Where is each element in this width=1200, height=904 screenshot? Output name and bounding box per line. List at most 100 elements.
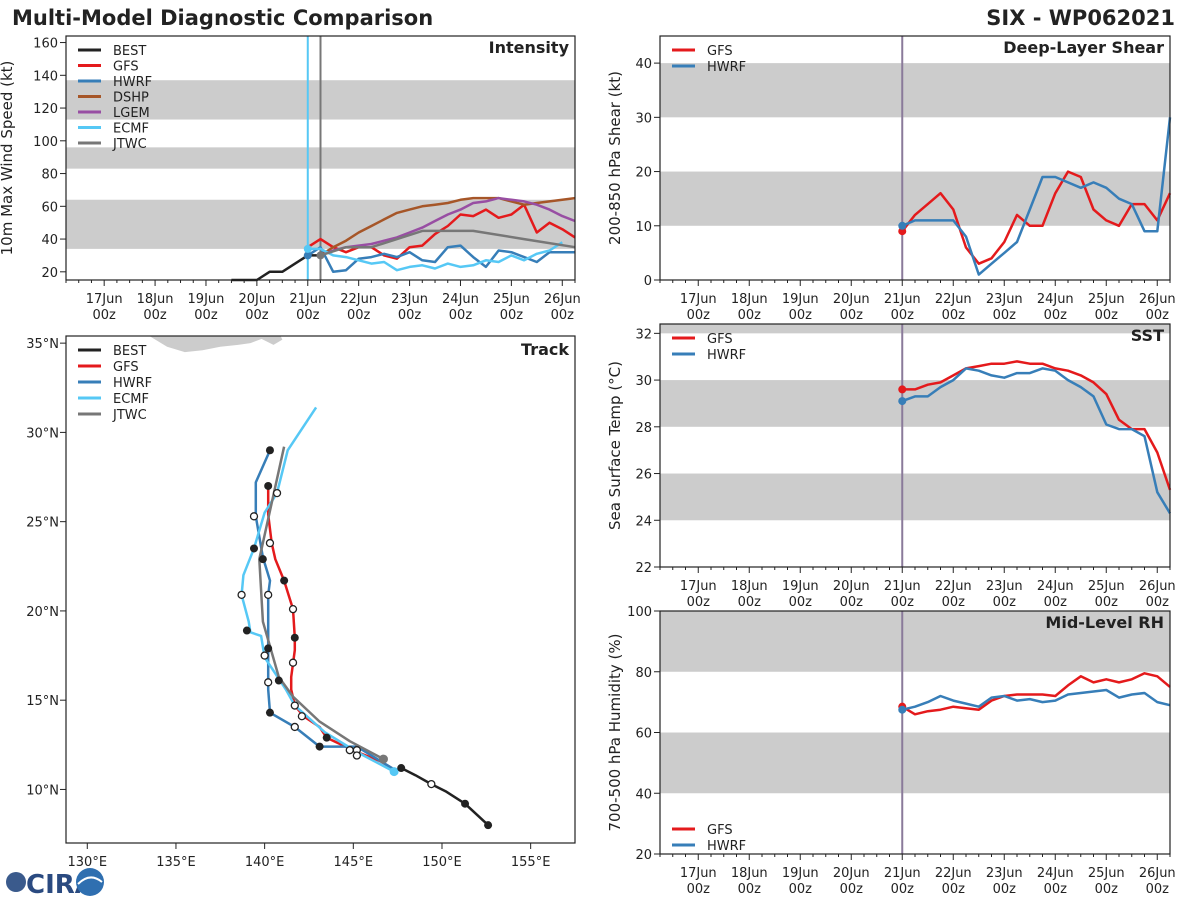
legend-label: ECMF — [113, 122, 149, 137]
intensity-band — [660, 611, 1170, 672]
lat-tick-label: 15°N — [26, 694, 59, 709]
track-line-gfs — [266, 484, 399, 773]
legend-label: GFS — [707, 823, 733, 838]
legend-label: GFS — [113, 60, 139, 75]
y-tick-label: 120 — [33, 102, 58, 117]
track-marker-open — [249, 512, 259, 521]
x-tick-label-hour: 00z — [891, 308, 915, 323]
rh-panel: 17Jun00z18Jun00z19Jun00z20Jun00z21Jun00z… — [606, 605, 1176, 897]
x-tick-label-hour: 00z — [398, 308, 422, 323]
x-tick-label: 26Jun — [544, 292, 581, 307]
y-axis-label: 10m Max Wind Speed (kt) — [0, 61, 16, 256]
x-tick-label-hour: 00z — [449, 308, 473, 323]
y-tick-label: 22 — [635, 561, 652, 576]
track-marker-open — [265, 538, 275, 548]
x-tick-label: 17Jun — [680, 579, 717, 594]
start-marker-hwrf — [303, 251, 312, 260]
x-tick-label-hour: 00z — [840, 595, 864, 610]
y-tick-label: 100 — [33, 135, 58, 150]
y-tick-label: 60 — [41, 200, 58, 215]
legend-label: HWRF — [707, 60, 746, 75]
track-marker-open — [427, 779, 436, 789]
x-tick-label: 19Jun — [188, 292, 225, 307]
x-tick-label-hour: 00z — [1095, 308, 1119, 323]
track-marker-open — [264, 590, 273, 600]
track-marker-open — [290, 722, 299, 732]
x-tick-label-hour: 00z — [942, 595, 966, 610]
panel-title: Mid-Level RH — [1045, 613, 1164, 632]
intensity-band — [660, 380, 1170, 427]
x-tick-label-hour: 00z — [92, 308, 116, 323]
start-marker-jtwc — [316, 251, 325, 260]
lat-tick-label: 20°N — [26, 605, 59, 620]
y-tick-label: 80 — [635, 666, 652, 681]
intensity-band — [660, 324, 1170, 334]
y-tick-label: 26 — [635, 468, 652, 483]
panel-title: Intensity — [489, 38, 570, 57]
y-tick-label: 20 — [41, 266, 58, 281]
track-marker-open — [345, 746, 354, 755]
x-tick-label: 21Jun — [884, 866, 921, 881]
x-tick-label-hour: 00z — [687, 308, 711, 323]
track-marker-filled — [315, 742, 324, 751]
y-tick-label: 160 — [33, 37, 58, 52]
x-tick-label: 21Jun — [884, 579, 921, 594]
y-tick-label: 28 — [635, 421, 652, 436]
lat-tick-label: 10°N — [26, 783, 59, 798]
x-tick-label-hour: 00z — [1044, 595, 1068, 610]
x-tick-label: 25Jun — [1088, 292, 1125, 307]
x-tick-label: 23Jun — [986, 292, 1023, 307]
panel-title: SST — [1131, 326, 1164, 345]
x-tick-label: 23Jun — [986, 866, 1023, 881]
lat-tick-label: 30°N — [26, 426, 59, 441]
x-tick-label: 22Jun — [935, 292, 972, 307]
legend-label: HWRF — [113, 376, 152, 391]
legend-label: JTWC — [112, 408, 147, 423]
y-tick-label: 100 — [627, 605, 652, 620]
y-tick-label: 140 — [33, 69, 58, 84]
y-axis-label: Sea Surface Temp (°C) — [606, 361, 624, 530]
x-tick-label: 17Jun — [86, 292, 123, 307]
legend-label: DSHP — [113, 91, 149, 106]
x-tick-label: 23Jun — [391, 292, 428, 307]
lon-tick-label: 145°E — [334, 855, 374, 870]
x-tick-label-hour: 00z — [1044, 882, 1068, 897]
x-tick-label-hour: 00z — [738, 595, 762, 610]
x-tick-label-hour: 00z — [500, 308, 524, 323]
y-tick-label: 20 — [635, 166, 652, 181]
x-tick-label-hour: 00z — [1146, 308, 1170, 323]
y-axis-label: 700-500 hPa Humidity (%) — [606, 633, 624, 831]
series-line-hwrf — [901, 367, 1172, 514]
x-tick-label: 21Jun — [884, 292, 921, 307]
x-tick-label-hour: 00z — [840, 882, 864, 897]
track-marker-open — [237, 590, 246, 600]
x-tick-label: 25Jun — [1088, 579, 1125, 594]
y-tick-label: 0 — [644, 274, 652, 289]
x-tick-label: 18Jun — [731, 579, 768, 594]
start-marker-ecmf — [303, 244, 312, 253]
track-marker-filled — [322, 733, 331, 742]
legend-label: GFS — [707, 44, 733, 59]
y-tick-label: 60 — [635, 727, 652, 742]
lat-tick-label: 35°N — [26, 337, 59, 352]
track-marker-filled — [265, 446, 274, 455]
legend-label: JTWC — [112, 137, 147, 152]
legend-label: BEST — [113, 344, 146, 359]
lon-tick-label: 155°E — [511, 855, 551, 870]
track-marker-open — [260, 651, 269, 660]
track-start-ecmf — [389, 767, 399, 777]
map-frame — [65, 335, 576, 844]
track-marker-open — [288, 604, 298, 614]
x-tick-label: 19Jun — [782, 579, 819, 594]
legend-label: HWRF — [113, 75, 152, 90]
lon-tick-label: 135°E — [156, 855, 196, 870]
x-tick-label-hour: 00z — [245, 308, 269, 323]
shear-panel: 17Jun00z18Jun00z19Jun00z20Jun00z21Jun00z… — [606, 35, 1176, 323]
start-marker-hwrf — [898, 705, 907, 714]
y-tick-label: 40 — [635, 787, 652, 802]
storm-id: SIX - WP062021 — [986, 6, 1175, 30]
x-tick-label: 26Jun — [1139, 292, 1176, 307]
legend-label: HWRF — [707, 839, 746, 854]
y-tick-label: 40 — [635, 57, 652, 72]
